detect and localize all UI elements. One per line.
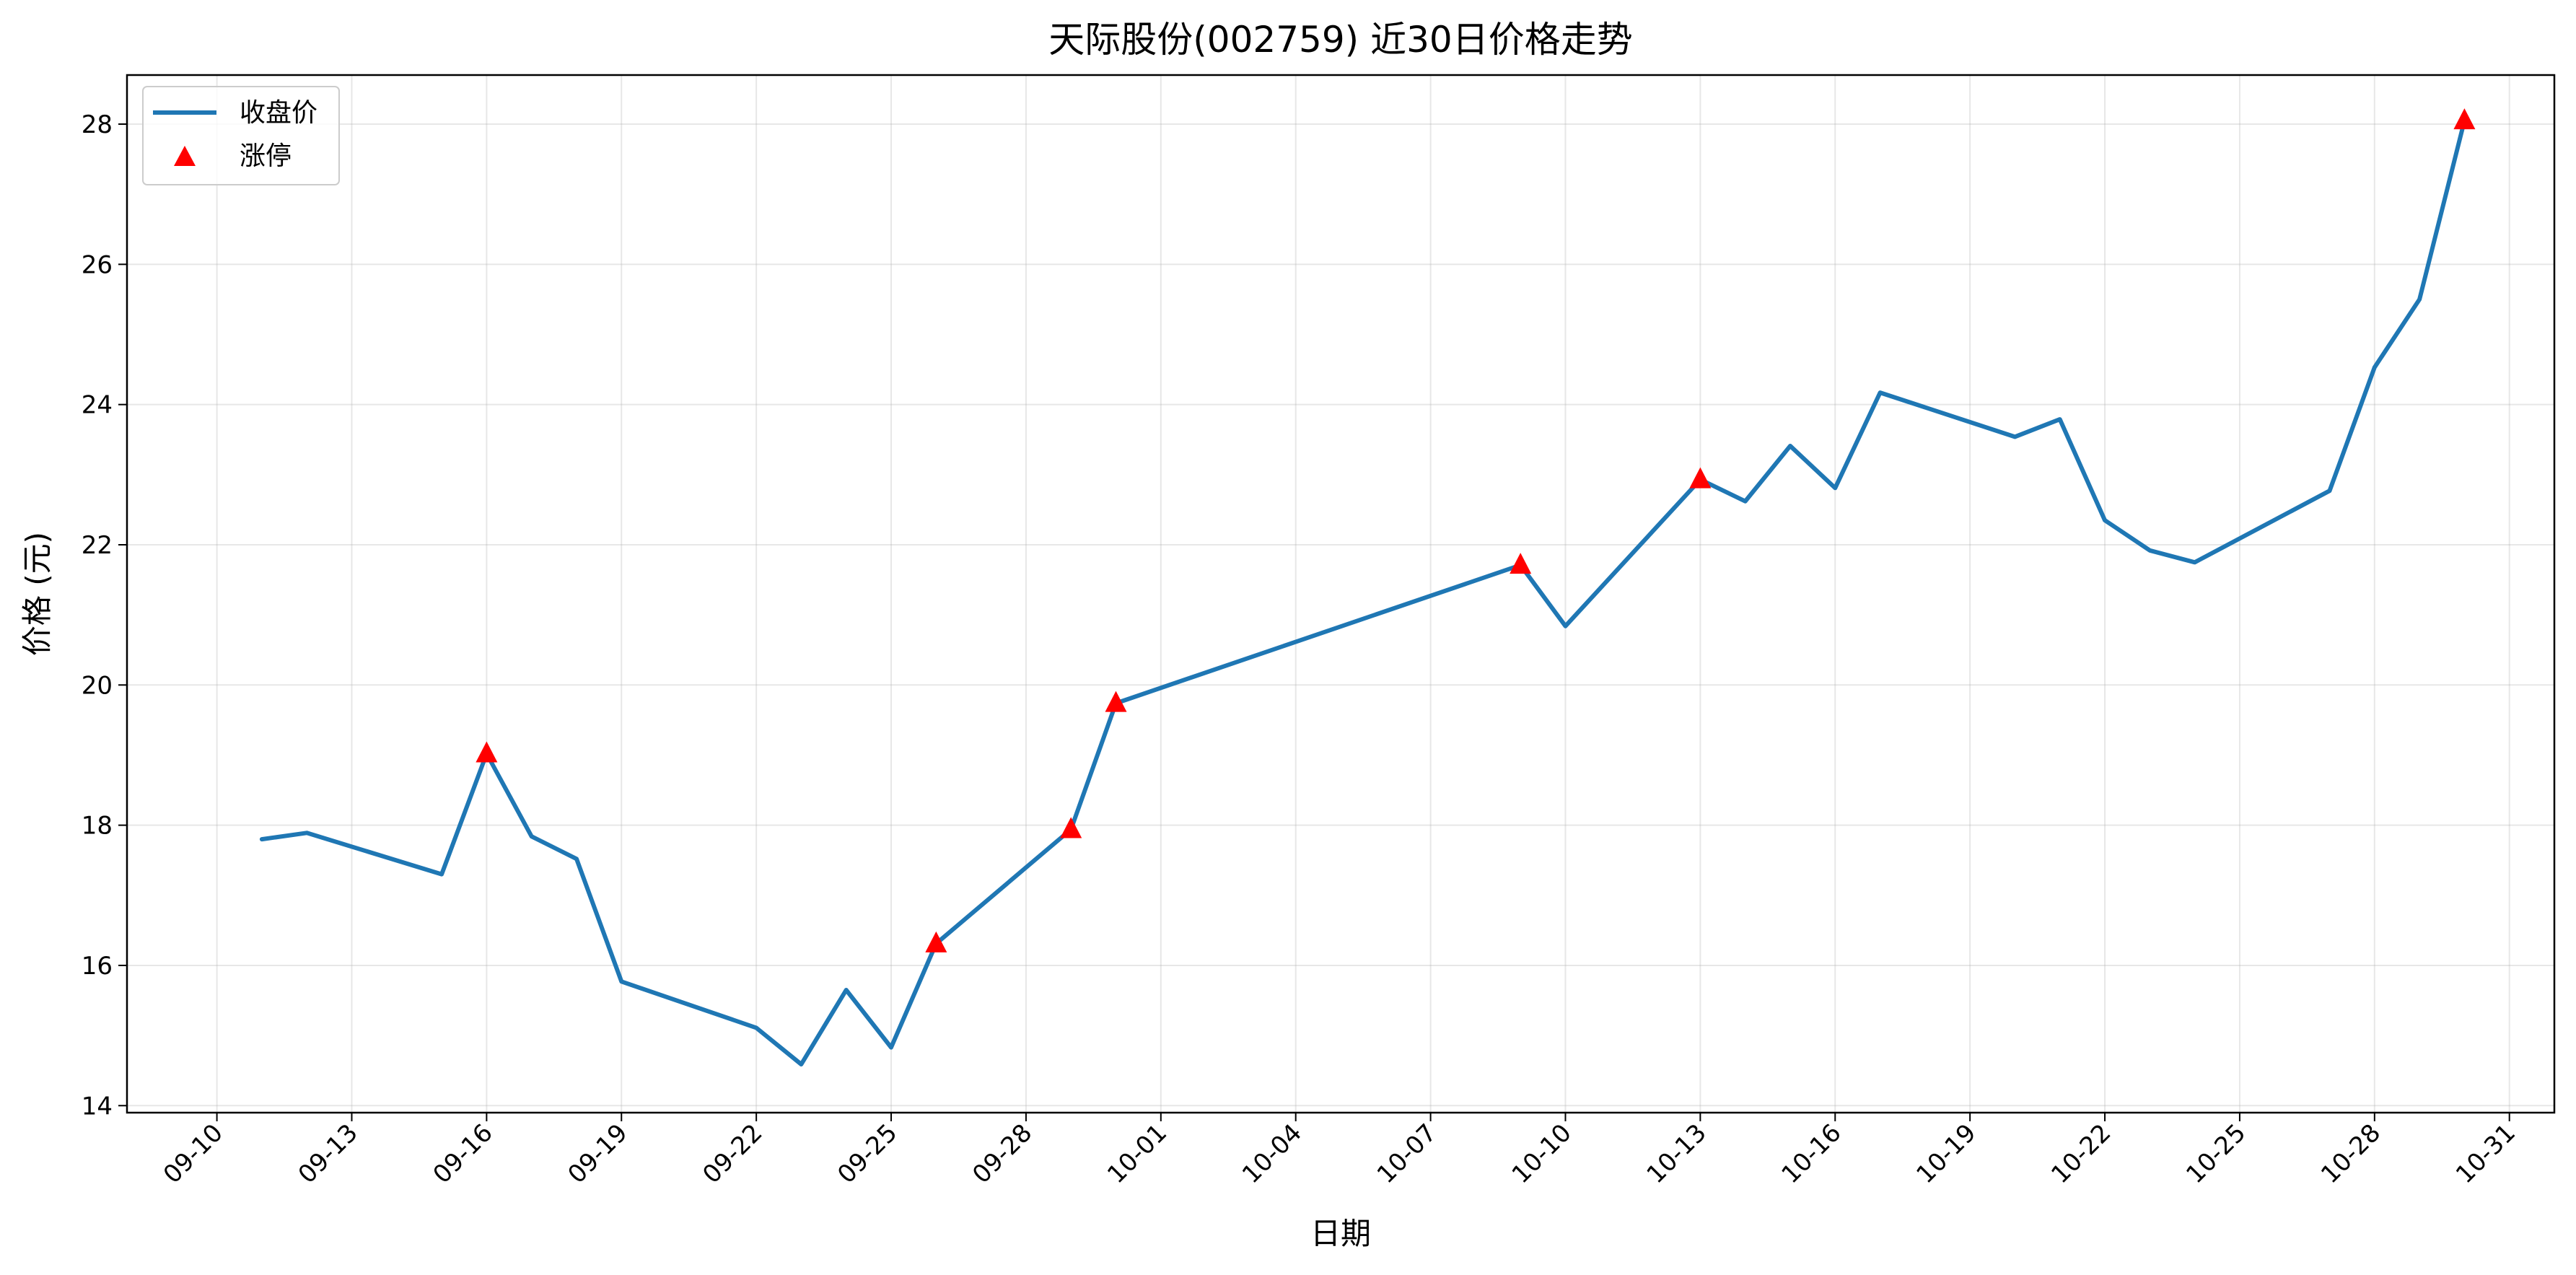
y-tick-label: 24 <box>82 391 113 420</box>
limit-up-marker <box>1689 467 1712 488</box>
legend: 收盘价 涨停 <box>142 86 340 185</box>
y-tick-label: 26 <box>82 250 113 279</box>
limit-up-marker <box>925 931 947 952</box>
y-tick-label: 20 <box>82 671 113 700</box>
plot-frame <box>126 74 2556 1114</box>
legend-label-close: 收盘价 <box>240 98 317 128</box>
y-axis-label: 价格 (元) <box>19 532 55 656</box>
chart-title: 天际股份(002759) 近30日价格走势 <box>1048 19 1632 61</box>
y-tick-label: 18 <box>82 812 113 841</box>
legend-label-limit-up: 涨停 <box>240 141 292 171</box>
y-tick-label: 16 <box>82 952 113 981</box>
y-tick-label: 22 <box>82 531 113 560</box>
y-axis: 14 16 18 20 22 24 26 28 <box>82 110 127 1121</box>
limit-up-marker <box>476 741 498 763</box>
grid <box>127 75 2554 1113</box>
limit-up-marker <box>2453 108 2476 130</box>
series-layer <box>259 108 2476 1066</box>
legend-triangle-swatch <box>174 146 196 166</box>
x-axis-label: 日期 <box>1310 1216 1371 1251</box>
limit-up-marker <box>1060 817 1082 838</box>
limit-up-marker <box>1510 553 1532 574</box>
y-tick-label: 28 <box>82 110 113 139</box>
close-price-line <box>259 118 2467 1066</box>
y-tick-label: 14 <box>82 1092 113 1121</box>
limit-up-marker <box>1105 691 1127 712</box>
